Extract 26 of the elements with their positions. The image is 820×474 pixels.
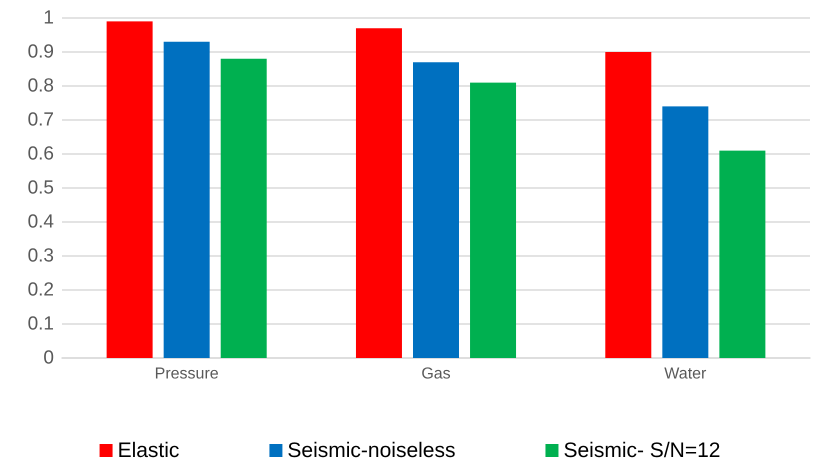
y-tick-label: 0 bbox=[43, 348, 54, 368]
y-tick-label: 0.6 bbox=[28, 144, 54, 164]
y-tick-label: 0.7 bbox=[28, 110, 54, 130]
bar bbox=[470, 82, 516, 358]
x-tick-label: Water bbox=[664, 366, 708, 382]
y-tick-label: 0.1 bbox=[28, 314, 54, 334]
bar bbox=[719, 150, 766, 358]
legend-label: Seismic- S/N=12 bbox=[563, 439, 720, 462]
y-tick-label: 0.8 bbox=[28, 76, 54, 96]
bar bbox=[356, 28, 402, 358]
x-tick-label: Pressure bbox=[154, 366, 219, 382]
legend-label: Seismic-noiseless bbox=[287, 439, 456, 462]
y-tick-label: 0.3 bbox=[28, 246, 54, 266]
legend-label: Elastic bbox=[118, 439, 180, 462]
y-tick-label: 1 bbox=[43, 8, 54, 28]
x-tick-label: Gas bbox=[421, 366, 451, 382]
bar bbox=[220, 58, 267, 358]
bar bbox=[106, 21, 153, 358]
bar bbox=[164, 42, 210, 358]
y-tick-label: 0.9 bbox=[28, 42, 54, 62]
bar bbox=[662, 106, 708, 358]
bar bbox=[605, 52, 652, 358]
y-tick-label: 0.4 bbox=[28, 212, 54, 232]
y-tick-label: 0.2 bbox=[28, 280, 54, 300]
bar bbox=[413, 62, 459, 358]
y-tick-label: 0.5 bbox=[28, 178, 54, 198]
